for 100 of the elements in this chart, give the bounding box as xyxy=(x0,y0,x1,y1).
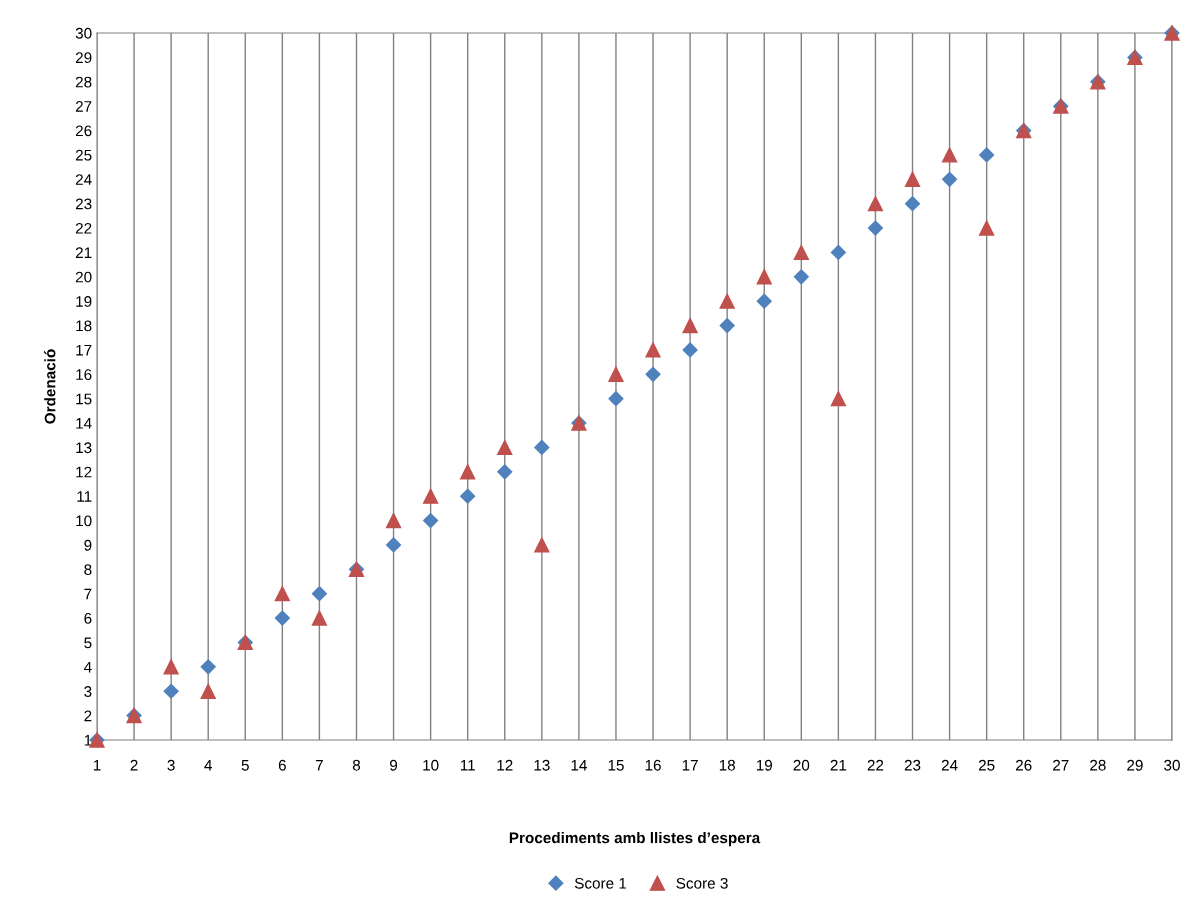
y-tick-label: 26 xyxy=(75,125,92,137)
y-tick-label: 15 xyxy=(76,393,92,405)
point xyxy=(460,488,476,504)
point xyxy=(534,537,550,553)
point xyxy=(793,269,809,285)
legend-label: Score 1 xyxy=(574,877,627,889)
y-tick-label: 24 xyxy=(75,174,92,185)
x-tick-label: 11 xyxy=(460,760,475,771)
x-tick-label: 24 xyxy=(941,759,958,771)
x-tick-label: 15 xyxy=(608,760,624,771)
x-tick-label: 17 xyxy=(682,760,698,771)
y-tick-label: 16 xyxy=(76,369,92,380)
y-tick-label: 23 xyxy=(75,198,92,210)
y-tick-label: 7 xyxy=(84,588,92,600)
point xyxy=(979,147,995,163)
x-tick-label: 14 xyxy=(571,760,587,771)
point xyxy=(867,220,884,236)
point xyxy=(979,220,995,236)
x-tick-label: 4 xyxy=(204,760,213,771)
y-tick-label: 8 xyxy=(84,564,92,576)
x-tick-label: 18 xyxy=(719,759,736,771)
point xyxy=(423,513,439,529)
point xyxy=(200,683,216,699)
point xyxy=(608,391,624,407)
y-tick-label: 19 xyxy=(76,296,92,307)
y-tick-label: 22 xyxy=(75,222,92,234)
x-tick-label: 16 xyxy=(645,759,661,771)
point xyxy=(422,488,439,504)
x-tick-label: 30 xyxy=(1164,759,1180,771)
point xyxy=(904,196,921,212)
point xyxy=(793,244,809,261)
point xyxy=(645,366,661,382)
x-tick-label: 19 xyxy=(756,759,773,771)
point xyxy=(311,610,328,626)
y-tick-label: 18 xyxy=(76,320,92,332)
point xyxy=(867,196,884,212)
point xyxy=(497,439,513,456)
y-tick-label: 12 xyxy=(76,466,92,478)
point xyxy=(904,171,921,187)
y-tick-label: 27 xyxy=(75,101,92,112)
legend-label: Score 3 xyxy=(676,877,728,889)
point xyxy=(200,659,216,675)
y-axis-title: Ordenació xyxy=(44,349,56,424)
x-tick-label: 7 xyxy=(315,760,323,771)
point xyxy=(274,586,290,602)
x-tick-label: 22 xyxy=(867,759,884,771)
x-tick-label: 10 xyxy=(423,759,439,771)
x-tick-label: 5 xyxy=(241,760,249,771)
y-tick-label: 4 xyxy=(83,661,92,673)
y-tick-label: 17 xyxy=(76,344,92,356)
point xyxy=(756,269,772,285)
point xyxy=(385,512,402,529)
x-tick-label: 27 xyxy=(1053,759,1069,771)
point xyxy=(274,610,290,626)
point xyxy=(163,683,179,699)
x-tick-label: 28 xyxy=(1090,759,1106,771)
point xyxy=(608,366,624,382)
y-tick-label: 3 xyxy=(84,686,92,697)
y-tick-label: 1 xyxy=(84,735,92,746)
y-tick-label: 13 xyxy=(76,442,92,454)
x-tick-label: 1 xyxy=(93,760,101,771)
y-tick-label: 14 xyxy=(76,418,92,429)
point xyxy=(719,317,735,334)
y-tick-label: 10 xyxy=(76,515,92,527)
y-tick-label: 2 xyxy=(84,710,92,722)
x-tick-label: 6 xyxy=(278,759,286,771)
x-axis-title: Procediments amb llistes d’espera xyxy=(509,832,761,847)
y-tick-label: 21 xyxy=(75,247,92,258)
point xyxy=(830,244,846,260)
y-tick-label: 28 xyxy=(75,76,92,88)
y-tick-label: 29 xyxy=(75,52,92,64)
point xyxy=(163,659,179,675)
x-tick-label: 25 xyxy=(978,759,995,771)
point xyxy=(756,293,772,309)
point xyxy=(942,171,958,187)
x-tick-label: 2 xyxy=(130,759,138,771)
point xyxy=(682,342,698,358)
x-tick-label: 9 xyxy=(390,759,398,771)
y-tick-label: 5 xyxy=(84,637,92,649)
y-tick-label: 11 xyxy=(77,491,92,502)
point xyxy=(460,464,476,480)
y-tick-label: 30 xyxy=(75,27,92,39)
y-tick-label: 20 xyxy=(75,271,92,283)
point xyxy=(497,464,513,480)
x-tick-label: 13 xyxy=(534,759,550,771)
x-tick-label: 3 xyxy=(167,759,175,771)
point xyxy=(534,439,550,456)
x-tick-label: 12 xyxy=(497,759,513,771)
point xyxy=(719,293,735,309)
x-tick-label: 8 xyxy=(352,759,361,771)
x-tick-label: 26 xyxy=(1016,759,1032,771)
point xyxy=(645,342,661,358)
y-tick-label: 25 xyxy=(75,149,92,161)
x-tick-label: 29 xyxy=(1127,759,1143,771)
point xyxy=(385,537,402,553)
point xyxy=(311,586,327,602)
y-tick-label: 9 xyxy=(84,539,92,551)
point xyxy=(830,391,847,407)
point xyxy=(682,317,698,334)
y-tick-label: 6 xyxy=(84,612,92,624)
